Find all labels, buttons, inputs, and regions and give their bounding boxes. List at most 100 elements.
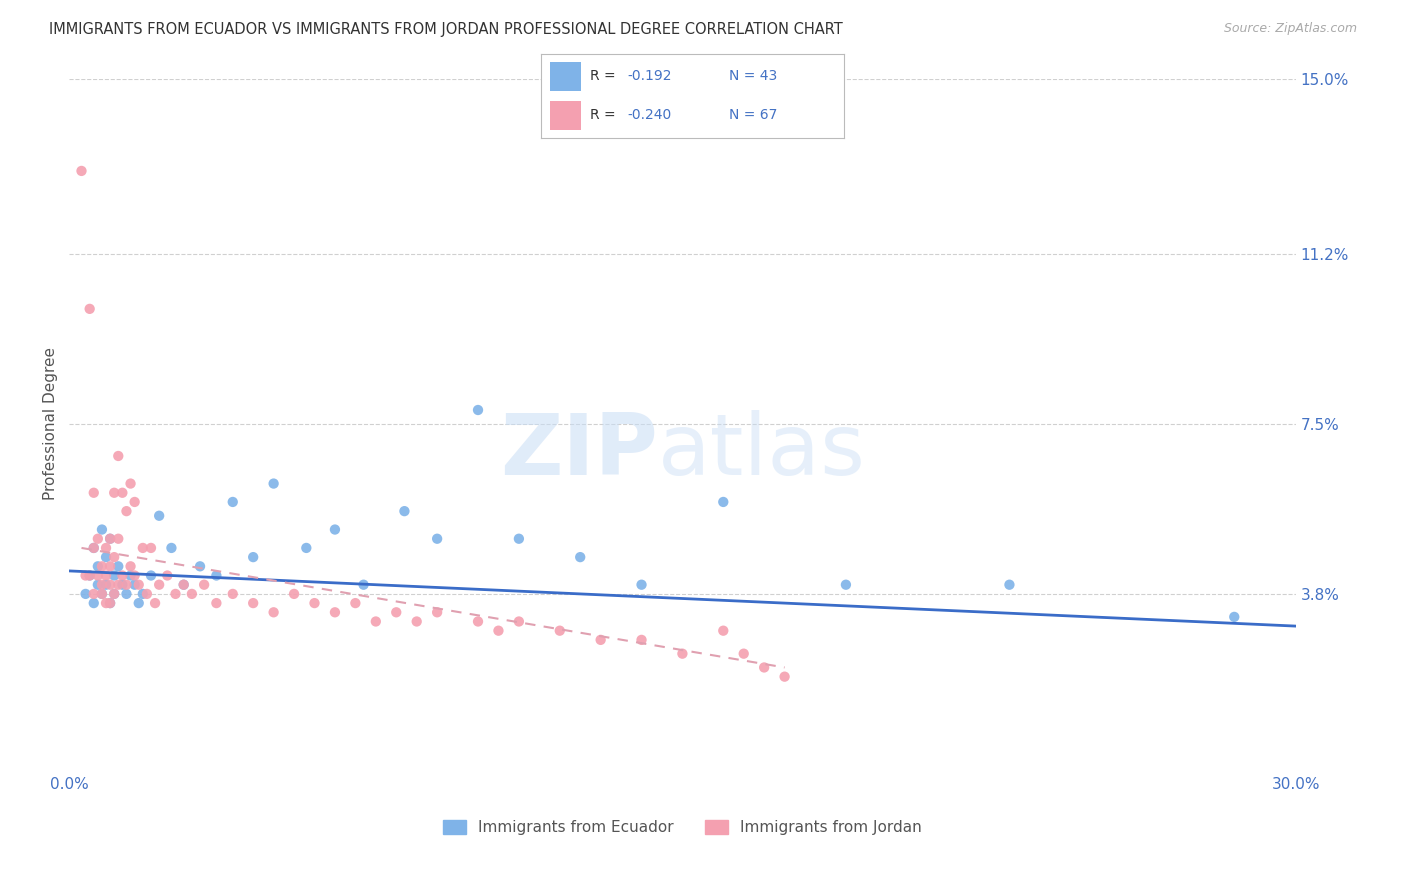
Point	[70, 164, 93, 178]
Point	[103, 485, 125, 500]
Point	[263, 605, 285, 619]
Point	[242, 596, 264, 610]
Point	[467, 403, 489, 417]
Point	[94, 568, 117, 582]
Point	[344, 596, 367, 610]
Point	[120, 568, 142, 582]
Point	[711, 495, 734, 509]
Point	[205, 596, 228, 610]
Point	[90, 587, 112, 601]
Point	[222, 587, 245, 601]
Y-axis label: Professional Degree: Professional Degree	[44, 347, 58, 500]
Point	[394, 504, 416, 518]
Point	[115, 578, 138, 592]
Point	[385, 605, 408, 619]
Point	[132, 587, 155, 601]
Text: atlas: atlas	[658, 410, 866, 493]
Point	[98, 532, 121, 546]
Point	[79, 568, 101, 582]
Point	[90, 523, 112, 537]
Point	[103, 587, 125, 601]
Point	[98, 578, 121, 592]
Point	[83, 541, 105, 555]
Point	[107, 559, 129, 574]
Point	[124, 495, 146, 509]
Point	[180, 587, 202, 601]
Point	[405, 615, 427, 629]
Point	[94, 541, 117, 555]
Point	[107, 532, 129, 546]
Legend: Immigrants from Ecuador, Immigrants from Jordan: Immigrants from Ecuador, Immigrants from…	[437, 814, 928, 841]
Point	[111, 485, 134, 500]
Text: ZIP: ZIP	[501, 410, 658, 493]
Point	[711, 624, 734, 638]
Point	[103, 587, 125, 601]
Point	[156, 568, 179, 582]
Point	[353, 578, 375, 592]
Point	[124, 578, 146, 592]
Point	[115, 504, 138, 518]
Point	[132, 541, 155, 555]
Point	[79, 568, 101, 582]
Point	[283, 587, 305, 601]
Point	[87, 532, 110, 546]
Point	[569, 550, 592, 565]
Point	[148, 578, 170, 592]
Point	[295, 541, 318, 555]
Point	[75, 587, 97, 601]
Text: Source: ZipAtlas.com: Source: ZipAtlas.com	[1223, 22, 1357, 36]
Point	[426, 605, 449, 619]
Point	[998, 578, 1021, 592]
Point	[630, 578, 652, 592]
Point	[835, 578, 858, 592]
Point	[242, 550, 264, 565]
Text: R =: R =	[589, 109, 620, 122]
Point	[98, 596, 121, 610]
Point	[165, 587, 187, 601]
Point	[90, 587, 112, 601]
Point	[98, 596, 121, 610]
Point	[103, 568, 125, 582]
Point	[222, 495, 245, 509]
Text: -0.240: -0.240	[627, 109, 672, 122]
Point	[87, 578, 110, 592]
Point	[160, 541, 183, 555]
Text: IMMIGRANTS FROM ECUADOR VS IMMIGRANTS FROM JORDAN PROFESSIONAL DEGREE CORRELATIO: IMMIGRANTS FROM ECUADOR VS IMMIGRANTS FR…	[49, 22, 844, 37]
Point	[173, 578, 195, 592]
Point	[139, 541, 162, 555]
Point	[754, 660, 776, 674]
Point	[111, 578, 134, 592]
Point	[426, 532, 449, 546]
Point	[98, 532, 121, 546]
Point	[508, 615, 530, 629]
Text: N = 43: N = 43	[728, 70, 778, 83]
Point	[107, 449, 129, 463]
Point	[135, 587, 157, 601]
Point	[323, 605, 346, 619]
FancyBboxPatch shape	[550, 62, 581, 91]
Point	[773, 670, 796, 684]
Point	[139, 568, 162, 582]
Point	[671, 647, 693, 661]
Point	[115, 587, 138, 601]
Point	[90, 559, 112, 574]
Point	[548, 624, 571, 638]
Point	[94, 596, 117, 610]
Point	[323, 523, 346, 537]
Point	[83, 596, 105, 610]
Point	[94, 550, 117, 565]
Point	[90, 578, 112, 592]
Point	[83, 541, 105, 555]
Point	[488, 624, 510, 638]
Point	[188, 559, 211, 574]
Point	[120, 476, 142, 491]
Point	[124, 568, 146, 582]
Text: N = 67: N = 67	[728, 109, 778, 122]
Point	[83, 587, 105, 601]
Point	[467, 615, 489, 629]
Point	[111, 568, 134, 582]
Point	[148, 508, 170, 523]
Point	[364, 615, 387, 629]
Point	[79, 301, 101, 316]
Point	[128, 596, 150, 610]
